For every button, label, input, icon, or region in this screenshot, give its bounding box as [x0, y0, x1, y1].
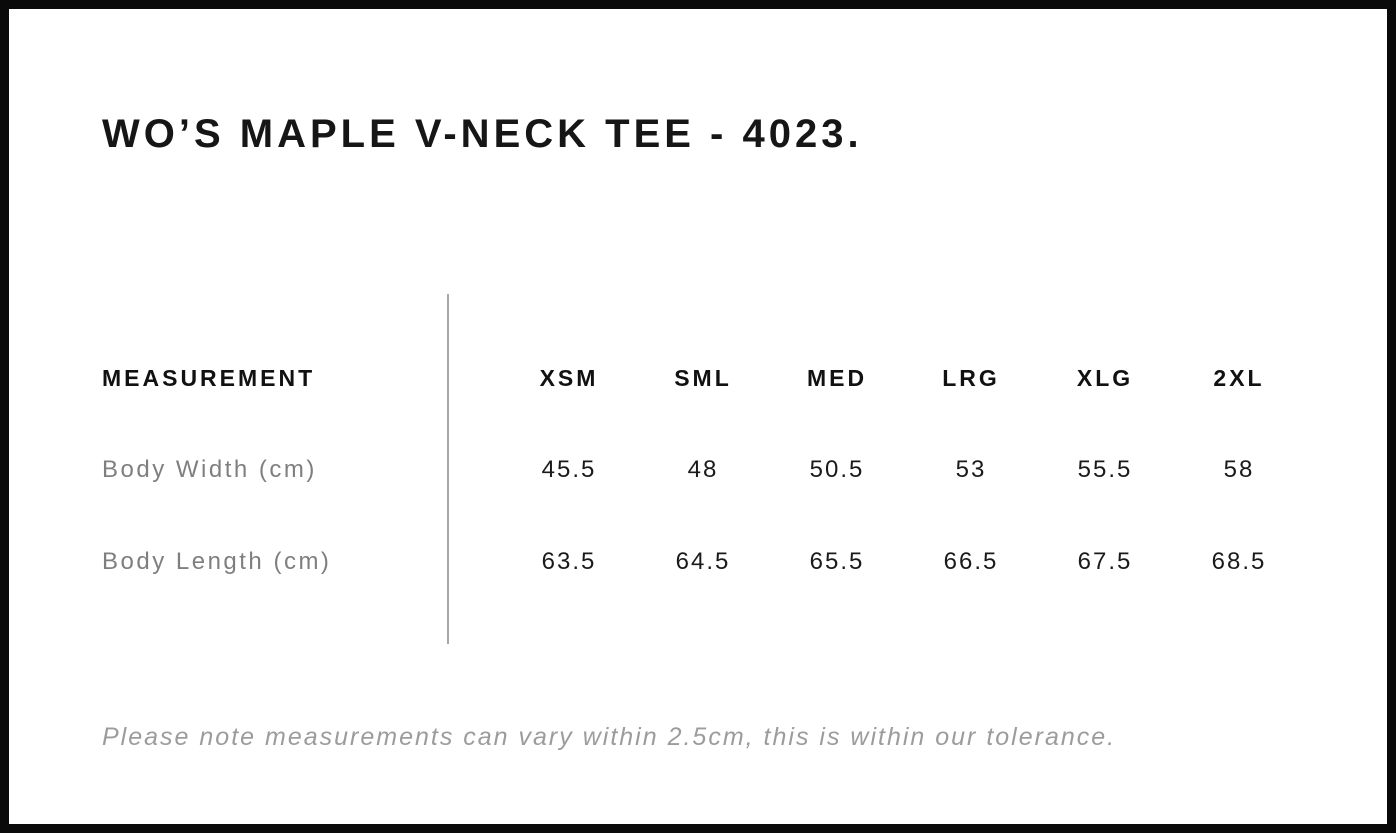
row-label-body-length: Body Length (cm)	[102, 548, 332, 575]
body-width-value-2xl: 58	[1223, 456, 1255, 483]
tolerance-note: Please note measurements can vary within…	[102, 723, 1117, 751]
body-width-value-xsm: 45.5	[541, 456, 597, 483]
body-length-value-xlg: 67.5	[1077, 548, 1133, 575]
table-header-row: MEASUREMENT XSM SML MED LRG XLG 2XL	[102, 363, 1306, 393]
row-label-body-width: Body Width (cm)	[102, 456, 317, 483]
size-table: MEASUREMENT XSM SML MED LRG XLG 2XL Body…	[102, 363, 1306, 577]
body-length-value-lrg: 66.5	[943, 548, 999, 575]
measurement-column-header: MEASUREMENT	[102, 364, 316, 391]
size-column-header-med: MED	[806, 364, 868, 391]
size-column-header-lrg: LRG	[942, 364, 1000, 391]
size-column-header-2xl: 2XL	[1213, 364, 1265, 391]
body-width-value-med: 50.5	[809, 456, 865, 483]
body-length-value-med: 65.5	[809, 548, 865, 575]
body-width-value-xlg: 55.5	[1077, 456, 1133, 483]
body-length-value-xsm: 63.5	[541, 548, 597, 575]
body-length-value-2xl: 68.5	[1211, 548, 1267, 575]
product-title: WO’S MAPLE V-NECK TEE - 4023.	[102, 112, 863, 156]
body-length-value-sml: 64.5	[675, 548, 731, 575]
table-row-body-length: Body Length (cm) 63.5 64.5 65.5 66.5 67.…	[102, 547, 1306, 577]
size-column-header-xsm: XSM	[539, 364, 599, 391]
body-width-value-lrg: 53	[955, 456, 987, 483]
column-divider	[447, 294, 449, 644]
body-width-value-sml: 48	[687, 456, 719, 483]
table-row-body-width: Body Width (cm) 45.5 48 50.5 53 55.5 58	[102, 455, 1306, 485]
size-column-header-xlg: XLG	[1076, 364, 1134, 391]
size-column-header-sml: SML	[674, 364, 732, 391]
